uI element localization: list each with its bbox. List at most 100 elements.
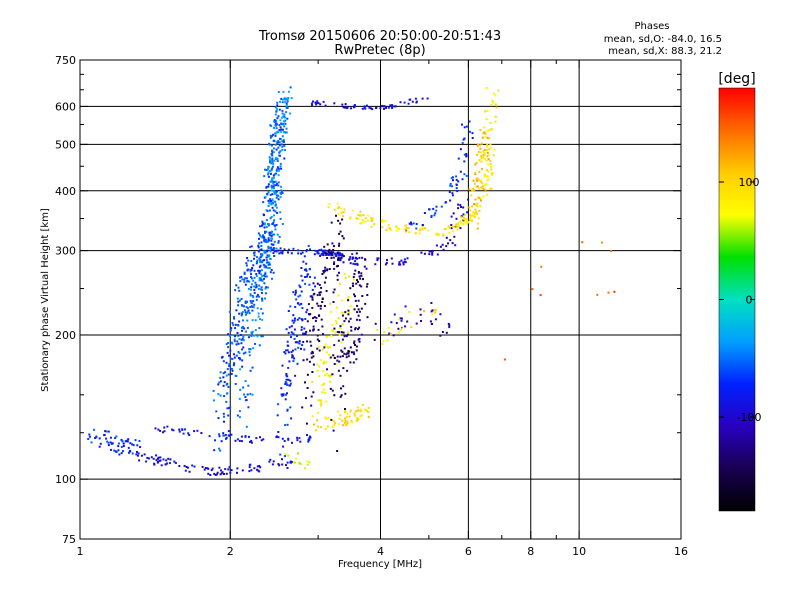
scatter-point [328, 202, 331, 205]
scatter-point [276, 107, 278, 110]
scatter-point [263, 282, 266, 285]
scatter-point [267, 185, 270, 188]
scatter-point [265, 286, 268, 289]
scatter-point [340, 341, 343, 344]
scatter-point [360, 274, 363, 277]
scatter-point [272, 133, 275, 136]
colorbar-label: [deg] [718, 71, 755, 87]
scatter-point [289, 406, 292, 409]
scatter-point [326, 268, 329, 271]
scatter-point [263, 277, 265, 280]
scatter-point [311, 298, 314, 301]
scatter-point [390, 105, 393, 108]
scatter-point [376, 257, 379, 260]
scatter-point [362, 278, 364, 281]
scatter-point [339, 414, 342, 417]
scatter-point [237, 351, 240, 353]
scatter-point [323, 281, 326, 284]
scatter-point [492, 101, 495, 104]
scatter-point [276, 190, 278, 193]
scatter-point [231, 369, 234, 372]
scatter-point [455, 187, 458, 190]
scatter-point [279, 154, 281, 157]
scatter-point [347, 352, 350, 355]
scatter-point [249, 299, 252, 302]
scatter-point [482, 185, 485, 188]
scatter-point [94, 437, 97, 439]
scatter-point [456, 190, 459, 193]
scatter-point [297, 249, 300, 252]
scatter-point [476, 180, 479, 183]
scatter-point [287, 454, 290, 457]
scatter-point [467, 198, 470, 201]
scatter-point [128, 450, 131, 453]
scatter-point [318, 365, 321, 368]
scatter-point [227, 385, 230, 388]
scatter-point [389, 229, 392, 232]
scatter-point [323, 305, 326, 307]
scatter-point [338, 206, 341, 208]
scatter-point [348, 320, 350, 323]
scatter-point [225, 436, 228, 439]
scatter-point [469, 213, 472, 216]
scatter-point [307, 303, 310, 306]
scatter-point [188, 434, 191, 436]
scatter-point [487, 175, 490, 178]
scatter-point [241, 469, 244, 472]
scatter-point [219, 380, 222, 383]
scatter-point [430, 310, 433, 313]
scatter-point [449, 239, 452, 242]
scatter-point [290, 331, 293, 334]
scatter-point [343, 272, 346, 275]
scatter-point [427, 229, 429, 232]
scatter-point [454, 224, 457, 227]
scatter-point [233, 353, 235, 356]
scatter-point [407, 102, 410, 105]
scatter-point [497, 89, 500, 92]
scatter-point [343, 208, 346, 211]
scatter-point [348, 415, 351, 418]
scatter-point [284, 398, 287, 401]
y-tick-label: 750 [55, 54, 76, 67]
scatter-point [308, 283, 311, 286]
scatter-point [228, 354, 230, 357]
scatter-point [395, 225, 398, 228]
scatter-point [349, 410, 352, 413]
scatter-point [269, 172, 272, 175]
scatter-point [104, 430, 107, 433]
scatter-point [349, 287, 352, 290]
scatter-point [296, 302, 299, 305]
scatter-point [270, 168, 273, 171]
scatter-point [268, 254, 271, 257]
scatter-point [456, 223, 459, 226]
scatter-point [191, 464, 194, 467]
scatter-point [243, 271, 246, 274]
scatter-point [251, 330, 254, 333]
scatter-point [409, 98, 412, 101]
scatter-point [298, 303, 301, 306]
scatter-point [610, 250, 613, 253]
scatter-point [483, 158, 486, 160]
scatter-point [267, 263, 270, 266]
scatter-point [154, 427, 157, 430]
scatter-point [481, 168, 484, 171]
scatter-point [276, 194, 278, 197]
scatter-point [234, 327, 237, 330]
scatter-point [442, 233, 445, 236]
scatter-point [491, 99, 494, 102]
scatter-point [272, 139, 275, 142]
scatter-point [208, 435, 211, 438]
scatter-point [452, 225, 455, 228]
scatter-point [287, 366, 290, 369]
scatter-point [349, 346, 352, 349]
scatter-point [323, 245, 326, 248]
scatter-point [278, 124, 281, 127]
scatter-point [476, 143, 479, 146]
scatter-point [454, 244, 457, 247]
scatter-point [255, 437, 258, 440]
scatter-point [277, 167, 280, 170]
scatter-point [324, 343, 327, 346]
scatter-point [339, 230, 342, 233]
scatter-point [317, 304, 320, 307]
scatter-point [359, 222, 362, 225]
